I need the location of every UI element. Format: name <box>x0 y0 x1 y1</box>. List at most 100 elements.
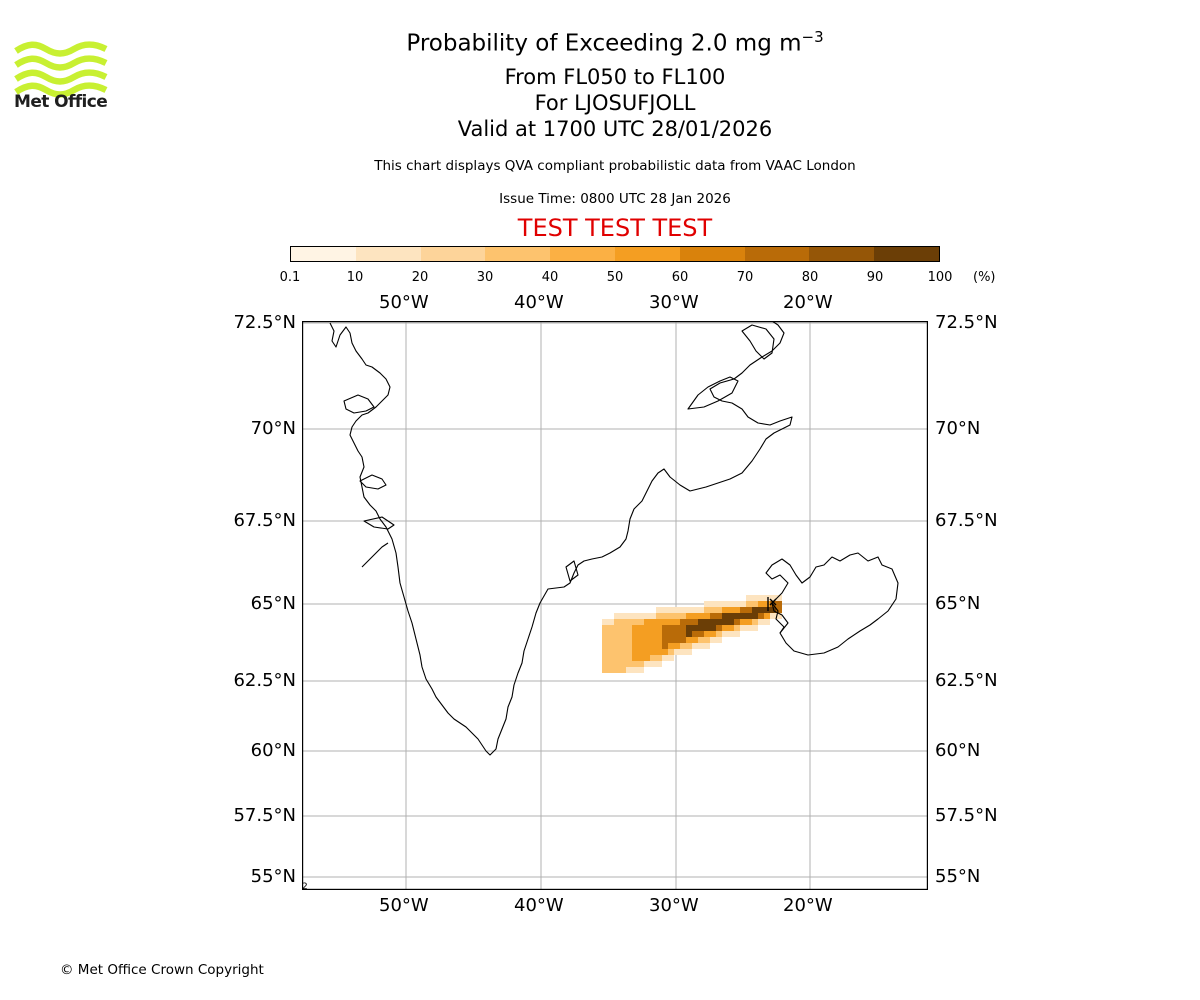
plume-cell <box>674 613 680 619</box>
plume-cell <box>686 613 692 619</box>
colorbar-segment <box>420 247 486 261</box>
plume-cell <box>692 631 698 637</box>
plume-cell <box>614 631 620 637</box>
plume-cell <box>620 625 626 631</box>
plume-cell <box>686 637 692 643</box>
probability-plume <box>602 595 782 673</box>
colorbar-segment <box>355 247 421 261</box>
colorbar-tick-label: 30 <box>476 270 494 285</box>
plume-cell <box>650 655 656 661</box>
plume-cell <box>608 649 614 655</box>
plume-cell <box>626 619 632 625</box>
plume-cell <box>602 625 608 631</box>
greenland-ne-fjord <box>687 376 739 410</box>
plume-cell <box>734 607 740 613</box>
longitude-label: 50°W <box>379 292 429 313</box>
colorbar-segment <box>291 247 356 261</box>
plume-cell <box>692 643 698 649</box>
longitude-label: 50°W <box>379 895 429 916</box>
plume-cell <box>602 655 608 661</box>
corner-mark: 2 <box>302 882 308 890</box>
plume-cell <box>662 655 668 661</box>
plume-cell <box>758 607 764 613</box>
plume-cell <box>638 649 644 655</box>
plume-cell <box>734 619 740 625</box>
plume-cell <box>644 655 650 661</box>
plume-cell <box>632 631 638 637</box>
plume-cell <box>734 631 740 637</box>
plume-cell <box>698 625 704 631</box>
volcano-marker <box>767 597 777 611</box>
longitude-label: 40°W <box>514 292 564 313</box>
plume-cell <box>626 661 632 667</box>
plume-cell <box>686 619 692 625</box>
plume-cell <box>764 607 770 613</box>
plume-cell <box>686 607 692 613</box>
plume-cell <box>668 625 674 631</box>
plume-cell <box>620 661 626 667</box>
greenland-fjord-w <box>359 474 387 490</box>
plume-cell <box>728 601 734 607</box>
plume-cell <box>674 607 680 613</box>
plume-cell <box>626 649 632 655</box>
plume-cell <box>710 607 716 613</box>
plume-cell <box>656 649 662 655</box>
plume-cell <box>728 613 734 619</box>
plume-cell <box>716 601 722 607</box>
plume-cell <box>746 619 752 625</box>
plume-cell <box>764 613 770 619</box>
plume-cell <box>644 637 650 643</box>
plume-cell <box>614 613 620 619</box>
plume-cell <box>698 613 704 619</box>
latitude-label-right: 65°N <box>935 593 981 614</box>
gridlines <box>302 321 928 890</box>
plume-cell <box>626 631 632 637</box>
colorbar-segment <box>809 247 875 261</box>
plume-cell <box>656 655 662 661</box>
longitude-label: 30°W <box>649 895 699 916</box>
latitude-label-left: 60°N <box>250 740 296 761</box>
plume-cell <box>740 613 746 619</box>
colorbar-tick-label: 40 <box>541 270 559 285</box>
plume-cell <box>722 631 728 637</box>
plume-cell <box>638 631 644 637</box>
plume-cell <box>602 661 608 667</box>
copyright: © Met Office Crown Copyright <box>60 962 264 978</box>
colorbar-segment <box>874 247 939 261</box>
latitude-label-right: 67.5°N <box>935 510 998 531</box>
plume-cell <box>746 595 752 601</box>
plume-cell <box>770 595 776 601</box>
plume-cell <box>620 667 626 673</box>
plume-cell <box>710 619 716 625</box>
plume-cell <box>674 637 680 643</box>
plume-cell <box>668 619 674 625</box>
plume-cell <box>656 613 662 619</box>
plume-cell <box>626 613 632 619</box>
plume-cell <box>614 661 620 667</box>
plume-cell <box>710 631 716 637</box>
latitude-label-left: 67.5°N <box>233 510 296 531</box>
plume-cell <box>686 649 692 655</box>
plume-cell <box>608 643 614 649</box>
plume-cell <box>668 637 674 643</box>
plume-cell <box>728 619 734 625</box>
plume-cell <box>614 649 620 655</box>
plume-cell <box>728 607 734 613</box>
coastlines <box>329 321 899 756</box>
plume-cell <box>680 637 686 643</box>
plume-cell <box>620 637 626 643</box>
longitude-label: 30°W <box>649 292 699 313</box>
colorbar-tick-label: 70 <box>736 270 754 285</box>
plume-cell <box>716 607 722 613</box>
plume-cell <box>644 643 650 649</box>
latitude-label-right: 72.5°N <box>935 312 998 333</box>
colorbar-tick-label: 90 <box>866 270 884 285</box>
plume-cell <box>680 631 686 637</box>
plume-cell <box>740 607 746 613</box>
plume-cell <box>692 607 698 613</box>
plume-cell <box>698 643 704 649</box>
plume-cell <box>716 625 722 631</box>
plume-cell <box>770 607 776 613</box>
plume-cell <box>614 667 620 673</box>
plume-cell <box>716 631 722 637</box>
